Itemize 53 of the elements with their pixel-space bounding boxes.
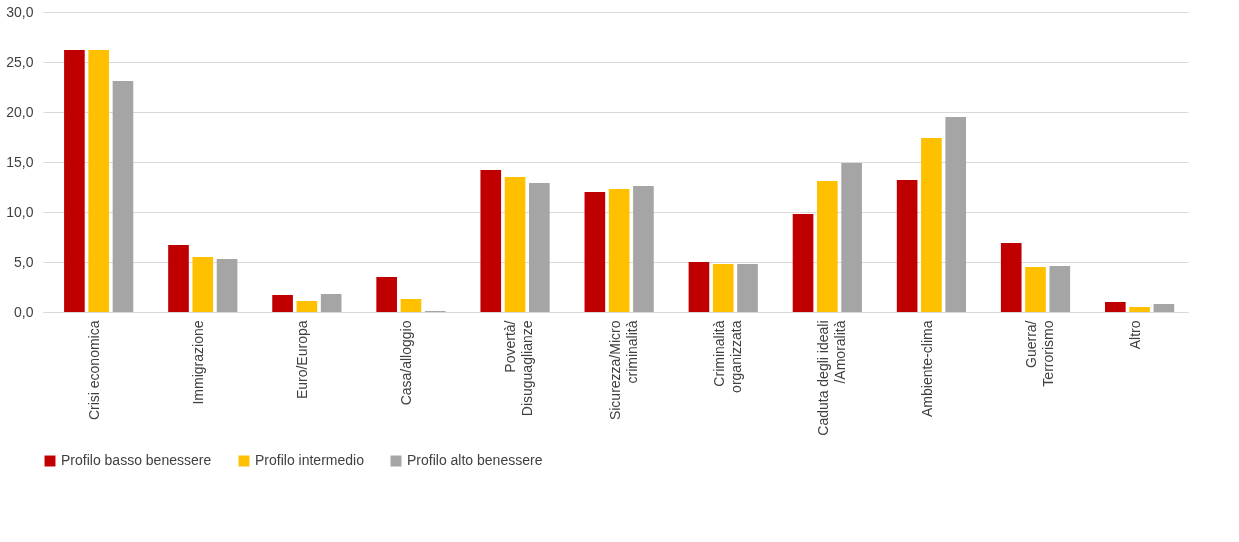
bar (841, 163, 862, 312)
x-tick-label: Altro (1126, 320, 1143, 350)
bar (504, 177, 526, 312)
bar (216, 259, 238, 312)
x-tick-label: Sicurezza/Micro criminalità (606, 320, 640, 421)
legend-label: Profilo basso benessere (61, 452, 212, 468)
bar (168, 245, 189, 312)
bar (896, 180, 918, 312)
y-tick-label: 30,0 (6, 3, 34, 20)
y-tick-label: 25,0 (6, 53, 34, 70)
bar (921, 138, 942, 312)
bar (608, 189, 630, 312)
y-tick-label: 20,0 (6, 103, 34, 120)
y-tick-label: 0,0 (14, 303, 34, 320)
bar (480, 170, 502, 312)
x-tick-label: Immigrazione (190, 320, 207, 405)
bar (1104, 302, 1126, 312)
bar (945, 117, 967, 312)
x-tick-label: Povertà/ Disuguaglianze (502, 320, 536, 417)
bar (192, 257, 214, 312)
bar (376, 277, 397, 312)
x-tick-label: Euro/Europa (294, 320, 311, 400)
y-tick-label: 10,0 (6, 203, 34, 220)
bar (272, 295, 293, 312)
bar (633, 186, 654, 312)
x-tick-label: Casa/alloggio (398, 320, 415, 406)
y-tick-label: 15,0 (6, 153, 34, 170)
x-tick-label: Caduta degli ideali /Amoralità (814, 320, 848, 436)
x-tick-label: Criminalità organizzata (710, 320, 744, 393)
x-tick-label: Guerra/ Terrorismo (1022, 320, 1056, 387)
bar (1025, 267, 1046, 312)
legend-label: Profilo alto benessere (407, 452, 543, 468)
bar (320, 294, 342, 312)
bar (529, 183, 550, 312)
bar (296, 301, 318, 312)
bar (712, 264, 734, 312)
bar (88, 50, 110, 312)
x-tick-label: Crisi economica (86, 320, 103, 421)
bar (1000, 243, 1022, 312)
x-tick-label: Ambiente-clima (918, 320, 935, 417)
bar (1153, 304, 1175, 312)
bar (817, 181, 838, 312)
bar (64, 50, 85, 312)
bar (1129, 307, 1150, 312)
bar (737, 264, 758, 312)
y-tick-label: 5,0 (14, 253, 34, 270)
bar (584, 192, 606, 312)
bar (112, 81, 134, 312)
bar (400, 299, 422, 312)
bar (1049, 266, 1071, 312)
legend-label: Profilo intermedio (255, 452, 365, 468)
bar (792, 214, 814, 312)
bar (688, 262, 710, 312)
